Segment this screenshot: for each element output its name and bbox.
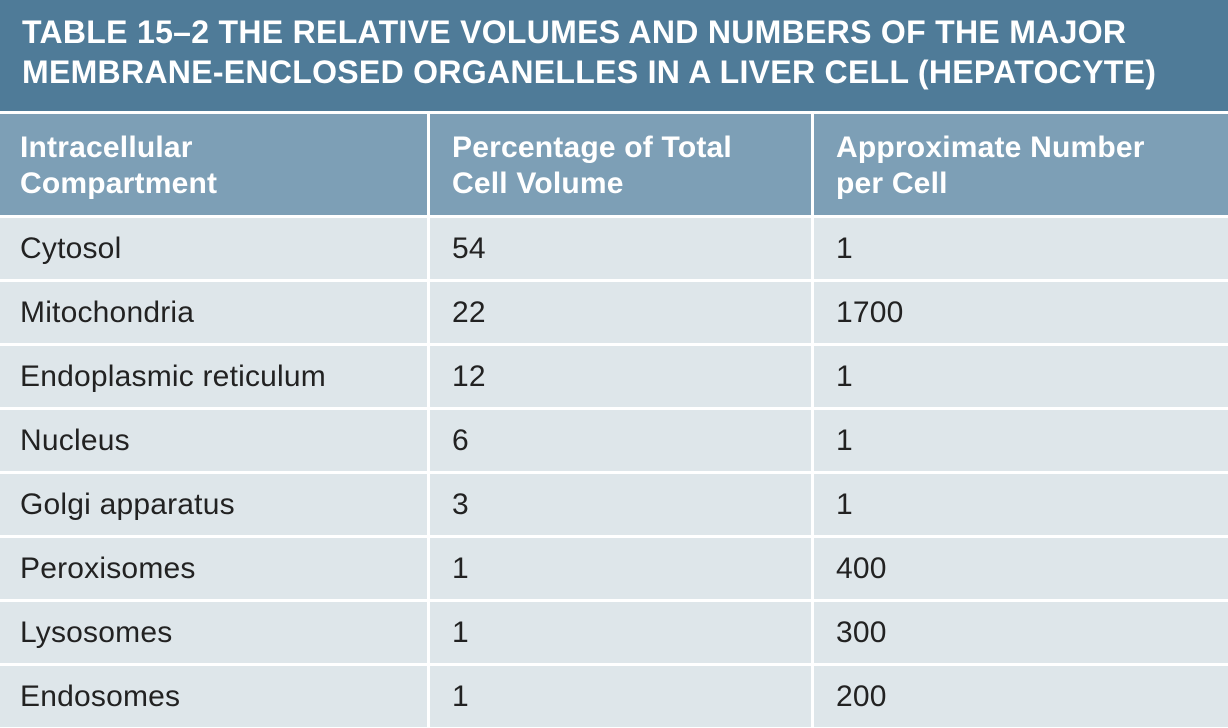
cell-number: 400	[814, 538, 1228, 599]
cell-compartment: Endosomes	[0, 666, 430, 727]
cell-number: 1	[814, 410, 1228, 471]
table-title-line-1: TABLE 15–2 THE RELATIVE VOLUMES AND NUMB…	[22, 14, 1127, 50]
cell-compartment: Golgi apparatus	[0, 474, 430, 535]
cell-compartment: Nucleus	[0, 410, 430, 471]
cell-percentage: 54	[430, 218, 814, 279]
cell-compartment: Mitochondria	[0, 282, 430, 343]
table-title: TABLE 15–2 THE RELATIVE VOLUMES AND NUMB…	[0, 0, 1228, 111]
cell-number: 1	[814, 474, 1228, 535]
table-body: Intracellular Compartment Percentage of …	[0, 114, 1228, 727]
cell-percentage: 22	[430, 282, 814, 343]
column-header-percentage: Percentage of Total Cell Volume	[430, 114, 814, 215]
cell-percentage: 1	[430, 602, 814, 663]
cell-compartment: Cytosol	[0, 218, 430, 279]
column-header-percentage-line-1: Percentage of Total	[452, 131, 732, 164]
cell-number: 1	[814, 346, 1228, 407]
cell-number: 1700	[814, 282, 1228, 343]
cell-percentage: 1	[430, 666, 814, 727]
column-header-number: Approximate Number per Cell	[814, 114, 1228, 215]
column-header-compartment-line-2: Compartment	[20, 167, 218, 200]
cell-percentage: 1	[430, 538, 814, 599]
table-title-line-2: MEMBRANE-ENCLOSED ORGANELLES IN A LIVER …	[22, 54, 1157, 90]
cell-percentage: 3	[430, 474, 814, 535]
cell-number: 200	[814, 666, 1228, 727]
column-header-compartment: Intracellular Compartment	[0, 114, 430, 215]
column-header-number-line-2: per Cell	[836, 167, 948, 200]
column-header-percentage-line-2: Cell Volume	[452, 167, 624, 200]
cell-compartment: Endoplasmic reticulum	[0, 346, 430, 407]
cell-percentage: 6	[430, 410, 814, 471]
column-header-compartment-line-1: Intracellular	[20, 131, 193, 164]
column-header-number-line-1: Approximate Number	[836, 131, 1145, 164]
cell-percentage: 12	[430, 346, 814, 407]
cell-compartment: Peroxisomes	[0, 538, 430, 599]
cell-compartment: Lysosomes	[0, 602, 430, 663]
cell-number: 300	[814, 602, 1228, 663]
cell-number: 1	[814, 218, 1228, 279]
